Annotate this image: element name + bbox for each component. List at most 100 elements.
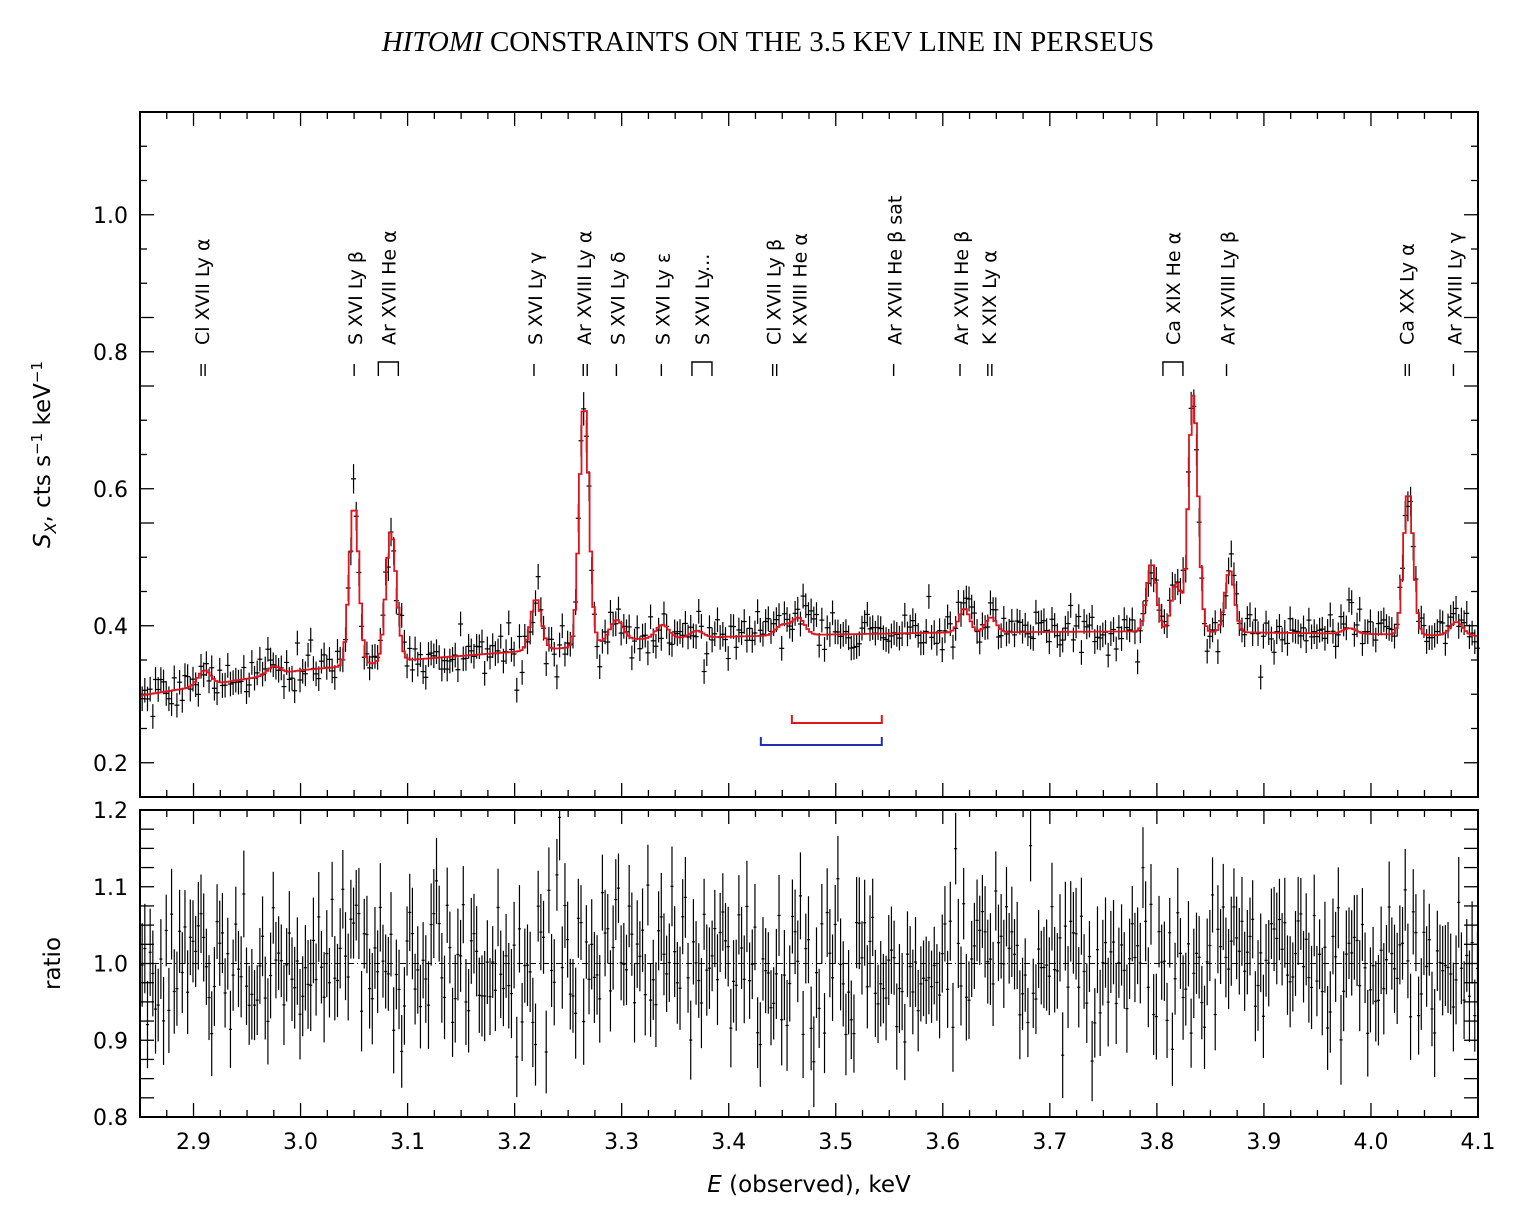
ratio-point — [1435, 910, 1439, 992]
spectrum-point — [289, 665, 295, 691]
ratio-tick-label: 1.2 — [93, 799, 128, 824]
ratio-point — [1160, 924, 1164, 1000]
ratio-point — [697, 943, 701, 1018]
spectrum-point — [334, 638, 340, 664]
spectrum-point — [1054, 623, 1060, 649]
spectrum-point — [1049, 606, 1055, 632]
ratio-point — [1398, 905, 1402, 985]
spectrum-point — [155, 677, 161, 702]
ratio-point — [641, 888, 645, 972]
ratio-point — [622, 922, 626, 1006]
ratio-point — [1417, 976, 1421, 1055]
ratio-point — [905, 911, 909, 997]
ratio-point — [1106, 957, 1110, 1047]
ratio-point — [1186, 901, 1190, 987]
ratio-point — [215, 884, 219, 959]
ratio-point — [911, 949, 915, 1035]
spectrum-point — [878, 616, 884, 641]
spectrum-point — [508, 637, 514, 662]
spectrum-point — [1335, 622, 1341, 648]
spectrum-point — [760, 621, 766, 647]
x-tick-label: 3.7 — [1032, 1130, 1067, 1155]
spectrum-point — [835, 619, 841, 645]
spectrum-point — [966, 586, 972, 612]
ratio-point — [1315, 945, 1319, 1017]
spectrum-point — [862, 610, 868, 635]
spectrum-point — [1127, 617, 1133, 643]
ratio-point — [207, 955, 211, 1041]
ratio-point — [863, 879, 867, 966]
ratio-point — [408, 873, 412, 952]
spectrum-point — [1314, 624, 1320, 649]
ratio-point — [496, 868, 500, 947]
spectrum-point — [318, 648, 324, 674]
spectrum-point — [420, 659, 426, 684]
ratio-point — [534, 1003, 538, 1086]
ratio-point — [170, 868, 174, 960]
ratio-point — [563, 863, 567, 948]
x-tick-label: 3.6 — [925, 1130, 960, 1155]
ratio-point — [426, 961, 430, 1050]
ratio-point — [1170, 1012, 1174, 1086]
spectrum-point — [516, 624, 522, 649]
ratio-point — [341, 849, 345, 929]
ratio-point — [1411, 869, 1415, 955]
ratio-point — [1109, 910, 1113, 993]
ratio-point — [571, 959, 575, 1033]
ratio-point — [1261, 974, 1265, 1058]
spectrum-point — [1052, 613, 1058, 638]
spectrum-point — [739, 620, 745, 645]
ratio-point — [154, 964, 158, 1054]
spectrum-point — [581, 392, 587, 426]
spectrum-point — [431, 643, 437, 669]
ratio-point — [1467, 950, 1471, 1042]
spectrum-point — [950, 634, 956, 660]
ratio-frame — [139, 809, 1479, 1118]
spectrum-point — [803, 593, 809, 619]
ratio-point — [616, 853, 620, 923]
ratio-point — [702, 878, 706, 950]
ratio-point — [1473, 979, 1477, 1052]
ratio-point — [175, 951, 179, 1026]
ratio-point — [694, 921, 698, 1005]
spectrum-point — [297, 667, 303, 693]
spectrum-point — [412, 636, 418, 662]
spectrum-point — [1078, 640, 1084, 665]
ratio-tick-label: 1.1 — [93, 876, 128, 901]
line-annotations: Cl XVII Ly α S XVI Ly β Ar XVII He α S XVI … — [192, 196, 1466, 376]
ratio-point — [517, 885, 521, 973]
spectrum-point — [1383, 614, 1389, 639]
ratio-point — [633, 962, 637, 1043]
ratio-point — [707, 927, 711, 1010]
ratio-point — [1098, 969, 1102, 1056]
ratio-point — [322, 952, 326, 1043]
y-tick-label: 0.8 — [93, 341, 128, 366]
spectrum-point — [977, 629, 983, 655]
spectrum-point — [698, 613, 704, 639]
spectrum-point — [688, 614, 694, 640]
ratio-point — [772, 967, 776, 1040]
header-title-rest: CONSTRAINTS ON THE 3.5 KEV LINE IN PERSE… — [482, 26, 1155, 58]
line-label: S XVI Ly δ — [607, 251, 629, 345]
ratio-point — [279, 924, 283, 998]
spectrum-point — [1228, 540, 1234, 568]
page-header: HITOMI CONSTRAINTS ON THE 3.5 KEV LINE I… — [0, 26, 1536, 59]
ratio-point — [646, 844, 650, 926]
ratio-point — [927, 941, 931, 1015]
spectrum-point — [915, 622, 921, 648]
ratio-point — [1307, 932, 1311, 1023]
spectrum-point — [1108, 621, 1114, 646]
spectrum-point — [929, 625, 935, 650]
spectrum-point — [597, 654, 603, 680]
line-label: Ca XX Ly α — [1396, 243, 1418, 345]
ratio-point — [1079, 877, 1083, 955]
ratio-point — [1374, 961, 1378, 1042]
ratio-point — [756, 997, 760, 1069]
x-tick-label: 3.0 — [283, 1130, 318, 1155]
ratio-point — [590, 899, 594, 990]
ratio-point — [220, 892, 224, 973]
spectrum-point — [177, 669, 183, 695]
spectrum-point — [562, 641, 568, 667]
ratio-point — [1227, 929, 1231, 1010]
spectrum-point — [195, 682, 201, 707]
